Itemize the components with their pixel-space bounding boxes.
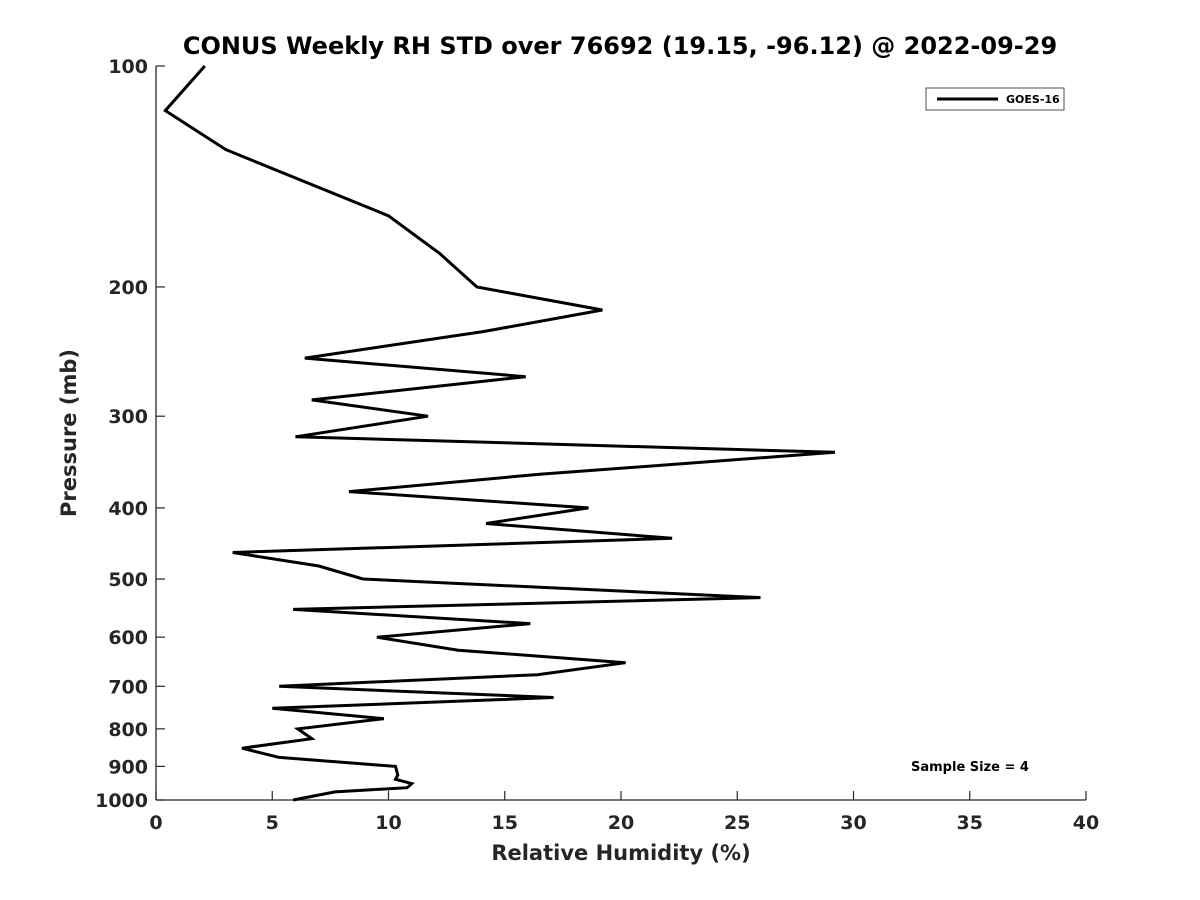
y-tick-label: 400	[108, 498, 148, 520]
x-tick-label: 5	[266, 812, 279, 834]
y-tick-label: 100	[108, 56, 148, 78]
y-ticks: 100 200 300 400 500 600 700 800 900 1000	[95, 56, 165, 812]
legend: GOES-16	[925, 87, 1065, 111]
y-axis-label: Pressure (mb)	[57, 349, 81, 517]
x-tick-label: 0	[149, 812, 162, 834]
x-tick-label: 25	[724, 812, 750, 834]
y-tick-label: 200	[108, 277, 148, 299]
y-tick-label: 900	[108, 756, 148, 778]
y-tick-label: 500	[108, 569, 148, 591]
x-tick-label: 20	[608, 812, 634, 834]
x-tick-label: 40	[1073, 812, 1099, 834]
x-ticks: 0 5 10 15 20 25 30 35 40	[149, 791, 1099, 834]
y-tick-label: 300	[108, 406, 148, 428]
x-tick-label: 10	[375, 812, 401, 834]
legend-label-goes-16: GOES-16	[1006, 93, 1060, 106]
x-tick-label: 35	[957, 812, 983, 834]
series-line-goes-16	[163, 65, 836, 802]
x-axis-label: Relative Humidity (%)	[491, 841, 750, 865]
sample-size-annotation: Sample Size = 4	[911, 760, 1029, 775]
axes	[155, 66, 1086, 801]
x-tick-label: 30	[840, 812, 866, 834]
y-tick-label: 1000	[95, 790, 148, 812]
x-tick-label: 15	[492, 812, 518, 834]
chart-title: CONUS Weekly RH STD over 76692 (19.15, -…	[183, 32, 1057, 60]
y-tick-label: 600	[108, 627, 148, 649]
y-tick-label: 700	[108, 676, 148, 698]
series-layer	[163, 65, 836, 802]
y-tick-label: 800	[108, 719, 148, 741]
